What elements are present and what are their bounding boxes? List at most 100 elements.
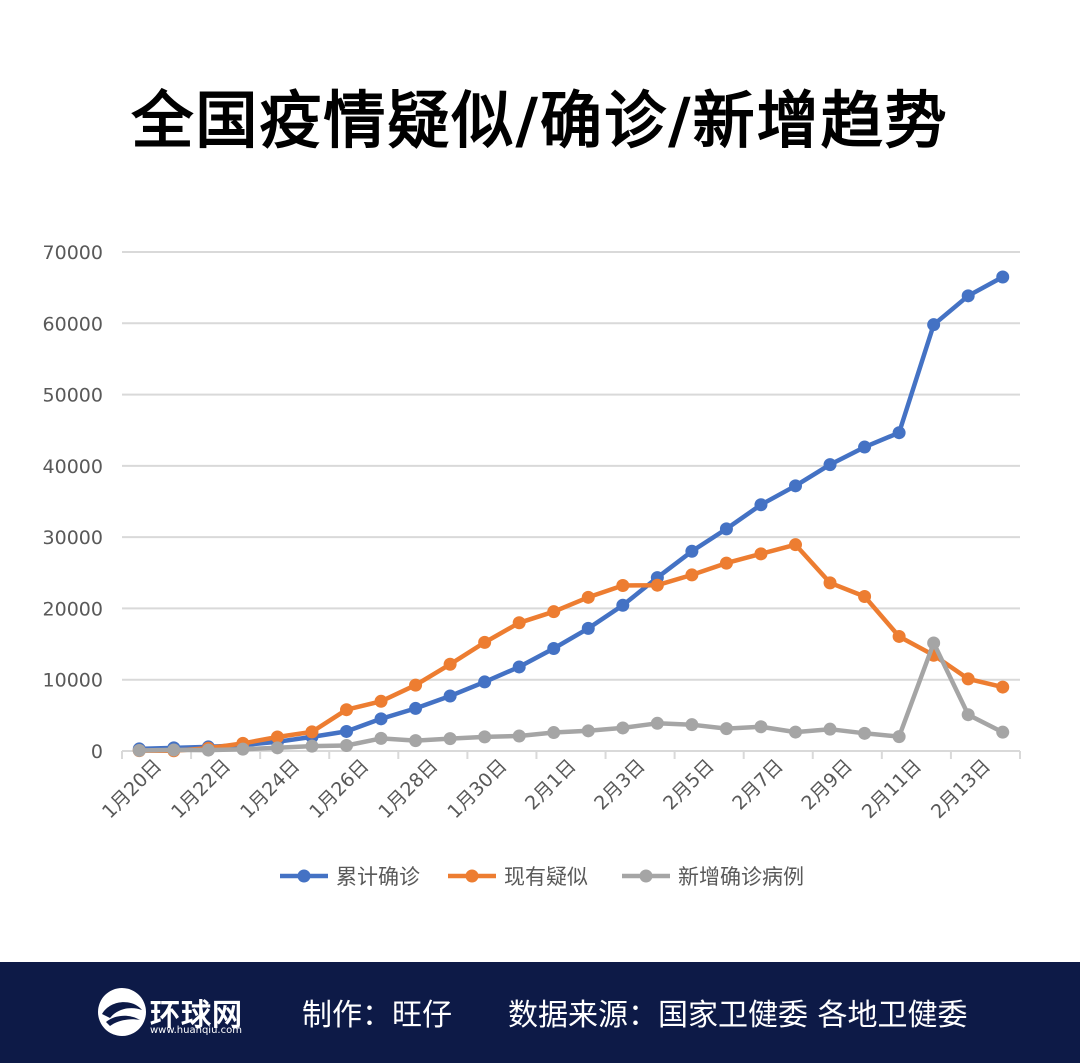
data-point: [340, 703, 353, 717]
data-point: [409, 734, 423, 748]
data-point: [616, 598, 630, 612]
data-point: [996, 270, 1010, 284]
data-point: [927, 318, 941, 332]
huanqiu-logo-icon: [98, 988, 146, 1036]
data-point: [685, 718, 699, 732]
data-point: [616, 579, 630, 593]
data-point: [892, 730, 906, 744]
data-point: [443, 689, 457, 703]
data-point: [547, 641, 561, 655]
data-point: [478, 675, 492, 689]
data-point: [581, 621, 595, 635]
data-point: [789, 479, 802, 493]
data-point: [823, 722, 837, 736]
data-point: [478, 730, 492, 744]
data-point: [270, 741, 284, 755]
data-point: [858, 726, 872, 740]
y-tick-label: 30000: [43, 527, 103, 549]
legend-label: 累计确诊: [336, 865, 420, 889]
legend-swatch-marker: [297, 869, 311, 883]
data-point: [719, 556, 733, 570]
data-point: [512, 616, 526, 630]
data-point: [581, 590, 595, 604]
x-tick-label: 2月1日: [521, 755, 581, 815]
x-tick-label: 2月9日: [797, 755, 857, 815]
data-point: [581, 724, 595, 738]
data-point: [823, 576, 837, 590]
x-tick-label: 1月26日: [305, 755, 373, 823]
x-tick-label: 1月30日: [443, 755, 511, 823]
x-tick-label: 2月11日: [858, 755, 926, 823]
data-point: [961, 708, 975, 722]
data-point: [236, 742, 250, 756]
y-tick-label: 50000: [43, 385, 103, 407]
data-point: [996, 725, 1010, 739]
legend: 累计确诊 现有疑似 新增确诊病例: [280, 865, 804, 889]
x-tick-label: 1月28日: [374, 755, 442, 823]
data-point: [478, 635, 492, 649]
data-point: [858, 440, 872, 454]
legend-swatch-marker: [465, 869, 479, 883]
data-point: [374, 731, 388, 745]
series-2: [132, 538, 1010, 758]
data-point: [340, 739, 353, 753]
data-point: [374, 694, 388, 708]
data-point: [858, 589, 872, 603]
x-tick-label: 2月5日: [659, 755, 719, 815]
x-tick-label: 2月13日: [927, 755, 995, 823]
data-point: [961, 672, 975, 686]
footer-bar: 环球网 www.huanqiu.com 制作：旺仔 数据来源：国家卫健委 各地卫…: [0, 962, 1080, 1063]
data-point: [719, 522, 733, 536]
data-point: [616, 721, 630, 735]
legend-item: 累计确诊: [280, 865, 420, 889]
series-1: [132, 270, 1010, 756]
data-point: [892, 629, 906, 643]
legend-label: 现有疑似: [504, 865, 588, 889]
data-point: [650, 716, 664, 730]
data-point: [512, 729, 526, 743]
y-tick-label: 10000: [43, 670, 103, 692]
data-point: [305, 739, 319, 753]
data-point: [409, 678, 423, 692]
data-point: [789, 538, 802, 552]
data-point: [650, 578, 664, 592]
data-point: [201, 743, 215, 757]
data-point: [892, 426, 906, 440]
data-source: 数据来源：国家卫健委 各地卫健委: [508, 998, 968, 1033]
data-point: [340, 724, 353, 738]
data-point: [789, 725, 802, 739]
chart-title: 全国疫情疑似/确诊/新增趋势: [131, 84, 949, 157]
data-point: [443, 732, 457, 746]
data-point: [996, 680, 1010, 694]
y-tick-label: 60000: [43, 313, 103, 335]
x-tick-label: 1月22日: [167, 755, 235, 823]
series-line: [137, 640, 1005, 753]
data-point: [167, 743, 181, 757]
series-lines: [132, 270, 1010, 758]
y-axis: 0 10000 20000 30000 40000 50000 60000 70000: [43, 242, 103, 763]
legend-swatch-marker: [639, 869, 653, 883]
data-point: [374, 712, 388, 726]
data-point: [685, 544, 699, 558]
data-point: [305, 725, 319, 739]
legend-item: 新增确诊病例: [622, 865, 804, 889]
data-point: [927, 636, 941, 650]
maker-credit: 制作：旺仔: [302, 998, 452, 1033]
y-tick-label: 0: [91, 741, 103, 763]
y-tick-label: 20000: [43, 598, 103, 620]
data-point: [443, 657, 457, 671]
data-point: [754, 720, 768, 734]
x-tick-label: 1月20日: [98, 755, 166, 823]
x-tick-label: 2月7日: [728, 755, 788, 815]
data-point: [512, 660, 526, 674]
logo-url: www.huanqiu.com: [150, 1025, 242, 1036]
x-tick-label: 2月3日: [590, 755, 650, 815]
data-point: [270, 730, 284, 744]
series-line: [137, 542, 1005, 753]
data-point: [754, 547, 768, 561]
data-point: [719, 722, 733, 736]
data-point: [547, 726, 561, 740]
x-tick-label: 1月24日: [236, 755, 304, 823]
series-line: [137, 274, 1005, 752]
data-point: [823, 458, 837, 472]
